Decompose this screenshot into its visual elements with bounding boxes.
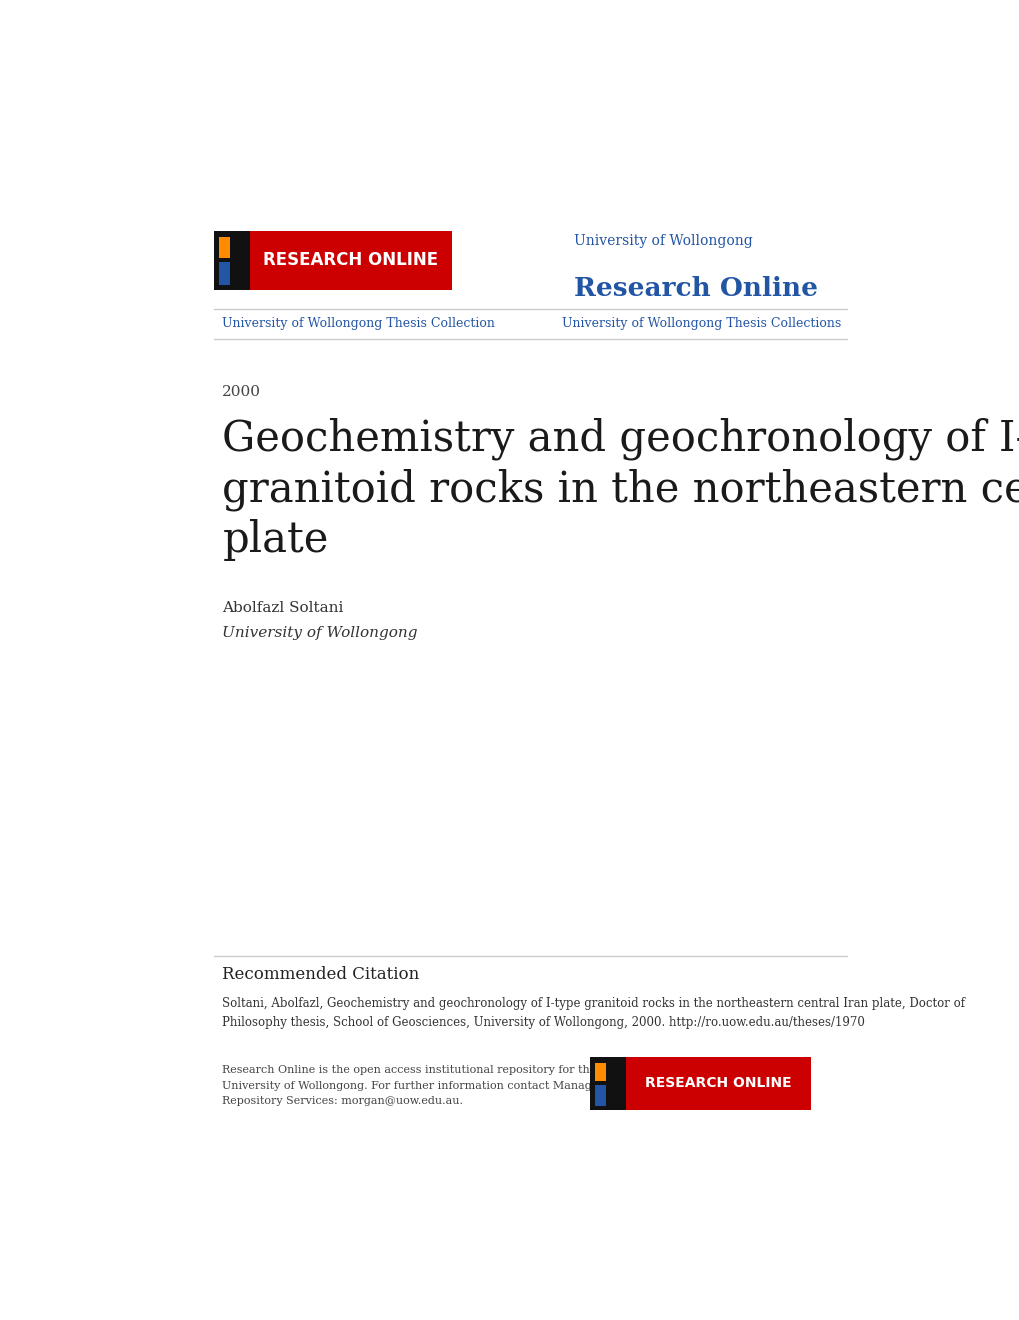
Text: University of Wollongong Thesis Collection: University of Wollongong Thesis Collecti… — [222, 317, 495, 330]
FancyBboxPatch shape — [625, 1057, 810, 1110]
Text: RESEARCH ONLINE: RESEARCH ONLINE — [263, 251, 438, 269]
FancyBboxPatch shape — [219, 236, 230, 257]
Text: University of Wollongong: University of Wollongong — [574, 234, 752, 248]
FancyBboxPatch shape — [214, 231, 451, 289]
FancyBboxPatch shape — [589, 1057, 810, 1110]
FancyBboxPatch shape — [594, 1063, 605, 1081]
FancyBboxPatch shape — [594, 1085, 605, 1106]
Text: Abolfazl Soltani: Abolfazl Soltani — [222, 601, 343, 615]
Text: RESEARCH ONLINE: RESEARCH ONLINE — [644, 1076, 791, 1090]
FancyBboxPatch shape — [219, 263, 230, 285]
Text: University of Wollongong Thesis Collections: University of Wollongong Thesis Collecti… — [561, 317, 841, 330]
Text: Geochemistry and geochronology of I-type
granitoid rocks in the northeastern cen: Geochemistry and geochronology of I-type… — [222, 417, 1019, 561]
Text: Soltani, Abolfazl, Geochemistry and geochronology of I-type granitoid rocks in t: Soltani, Abolfazl, Geochemistry and geoc… — [222, 997, 964, 1028]
FancyBboxPatch shape — [250, 231, 451, 289]
Text: Research Online is the open access institutional repository for the
University o: Research Online is the open access insti… — [222, 1065, 603, 1106]
Text: 2000: 2000 — [222, 385, 261, 399]
Text: Research Online: Research Online — [574, 276, 817, 301]
Text: University of Wollongong: University of Wollongong — [222, 626, 418, 640]
Text: Recommended Citation: Recommended Citation — [222, 966, 419, 983]
